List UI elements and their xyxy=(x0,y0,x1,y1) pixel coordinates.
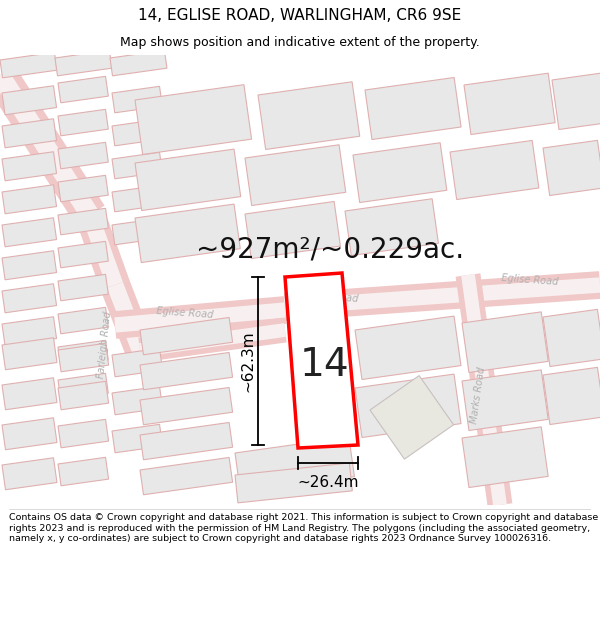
Polygon shape xyxy=(112,218,163,245)
Text: Map shows position and indicative extent of the property.: Map shows position and indicative extent… xyxy=(120,36,480,49)
Polygon shape xyxy=(58,341,109,367)
Polygon shape xyxy=(2,217,56,247)
Text: 14: 14 xyxy=(300,346,350,384)
Polygon shape xyxy=(58,381,109,410)
Polygon shape xyxy=(58,343,109,372)
Polygon shape xyxy=(450,141,539,199)
Polygon shape xyxy=(2,284,56,312)
Polygon shape xyxy=(58,142,109,169)
Text: ~26.4m: ~26.4m xyxy=(297,475,359,490)
Polygon shape xyxy=(462,427,548,488)
Polygon shape xyxy=(2,338,57,370)
Polygon shape xyxy=(135,85,251,154)
Polygon shape xyxy=(2,185,56,214)
Polygon shape xyxy=(140,458,233,495)
Polygon shape xyxy=(58,241,109,268)
Polygon shape xyxy=(464,73,555,134)
Polygon shape xyxy=(112,348,163,377)
Polygon shape xyxy=(58,373,109,400)
Polygon shape xyxy=(285,273,358,448)
Polygon shape xyxy=(2,418,57,450)
Polygon shape xyxy=(112,152,163,179)
Polygon shape xyxy=(245,201,340,259)
Polygon shape xyxy=(135,204,240,262)
Polygon shape xyxy=(345,199,439,256)
Polygon shape xyxy=(58,308,109,334)
Polygon shape xyxy=(2,152,56,181)
Text: ~927m²/~0.229ac.: ~927m²/~0.229ac. xyxy=(196,235,464,263)
Polygon shape xyxy=(58,419,109,447)
Polygon shape xyxy=(462,370,548,431)
Text: Marks Road: Marks Road xyxy=(469,366,487,424)
Polygon shape xyxy=(140,422,233,460)
Polygon shape xyxy=(552,73,600,129)
Polygon shape xyxy=(365,78,461,139)
Polygon shape xyxy=(2,86,56,115)
Polygon shape xyxy=(2,251,56,280)
Polygon shape xyxy=(112,186,163,212)
Text: Eglise Road: Eglise Road xyxy=(156,306,214,320)
Polygon shape xyxy=(258,82,360,149)
Polygon shape xyxy=(355,374,461,438)
Polygon shape xyxy=(140,318,233,355)
Polygon shape xyxy=(58,76,109,102)
Polygon shape xyxy=(235,437,355,493)
Polygon shape xyxy=(543,368,600,424)
Polygon shape xyxy=(110,51,167,76)
Polygon shape xyxy=(112,119,163,146)
Polygon shape xyxy=(55,51,112,76)
Polygon shape xyxy=(58,208,109,235)
Polygon shape xyxy=(0,52,57,78)
Polygon shape xyxy=(353,142,447,202)
Polygon shape xyxy=(2,317,56,346)
Polygon shape xyxy=(543,141,600,196)
Text: ~62.3m: ~62.3m xyxy=(241,330,256,392)
Text: 14, EGLISE ROAD, WARLINGHAM, CR6 9SE: 14, EGLISE ROAD, WARLINGHAM, CR6 9SE xyxy=(139,8,461,23)
Polygon shape xyxy=(140,388,233,425)
Polygon shape xyxy=(2,458,57,490)
Text: Eglise Road: Eglise Road xyxy=(501,273,559,287)
Polygon shape xyxy=(2,378,57,410)
Polygon shape xyxy=(543,309,600,366)
Polygon shape xyxy=(245,145,346,206)
Polygon shape xyxy=(112,424,163,452)
Polygon shape xyxy=(2,119,56,148)
Polygon shape xyxy=(135,149,241,211)
Polygon shape xyxy=(112,86,163,112)
Text: Farleigh Road: Farleigh Road xyxy=(97,311,113,379)
Polygon shape xyxy=(58,274,109,301)
Polygon shape xyxy=(235,463,352,503)
Polygon shape xyxy=(58,176,109,202)
Polygon shape xyxy=(58,458,109,486)
Polygon shape xyxy=(370,376,454,459)
Polygon shape xyxy=(355,316,461,379)
Polygon shape xyxy=(58,109,109,136)
Polygon shape xyxy=(462,312,548,372)
Text: Eglise Road: Eglise Road xyxy=(301,290,359,304)
Text: Contains OS data © Crown copyright and database right 2021. This information is : Contains OS data © Crown copyright and d… xyxy=(9,513,598,543)
Polygon shape xyxy=(140,352,233,390)
Polygon shape xyxy=(112,386,163,415)
